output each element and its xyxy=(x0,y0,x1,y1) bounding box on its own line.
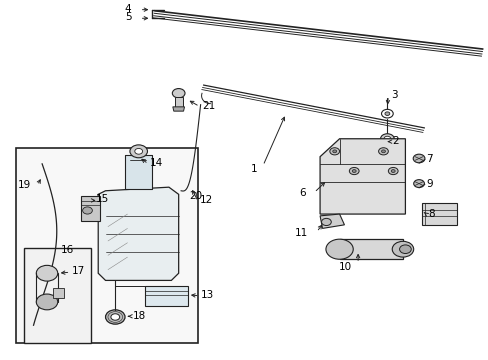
Circle shape xyxy=(383,136,390,141)
Circle shape xyxy=(387,167,397,175)
Bar xyxy=(174,97,182,107)
Text: 2: 2 xyxy=(392,136,399,145)
Text: 11: 11 xyxy=(294,228,307,238)
Text: 3: 3 xyxy=(390,90,397,100)
Circle shape xyxy=(36,265,58,281)
Text: 19: 19 xyxy=(18,180,31,190)
Text: 17: 17 xyxy=(72,266,85,276)
Circle shape xyxy=(111,314,120,320)
Text: 18: 18 xyxy=(132,311,145,320)
Polygon shape xyxy=(320,139,405,214)
Circle shape xyxy=(321,219,330,226)
Circle shape xyxy=(390,170,394,172)
Circle shape xyxy=(105,310,125,324)
Text: 12: 12 xyxy=(199,195,212,205)
Bar xyxy=(339,239,402,259)
Circle shape xyxy=(412,154,424,163)
Circle shape xyxy=(329,148,339,155)
Circle shape xyxy=(332,150,336,153)
Circle shape xyxy=(130,145,147,158)
Text: 1: 1 xyxy=(250,163,257,174)
Circle shape xyxy=(399,245,410,253)
Text: 13: 13 xyxy=(200,291,213,301)
Text: 6: 6 xyxy=(298,188,305,198)
Circle shape xyxy=(351,170,355,172)
Circle shape xyxy=(135,148,142,154)
Bar xyxy=(144,286,188,306)
Bar xyxy=(125,155,152,189)
Polygon shape xyxy=(172,107,184,111)
Circle shape xyxy=(391,241,413,257)
Text: 7: 7 xyxy=(426,154,432,164)
Text: 4: 4 xyxy=(124,4,131,14)
Circle shape xyxy=(413,180,424,188)
Bar xyxy=(16,148,198,343)
Circle shape xyxy=(36,294,58,310)
Circle shape xyxy=(384,112,389,116)
Text: 21: 21 xyxy=(202,101,215,111)
Circle shape xyxy=(348,167,358,175)
Text: 15: 15 xyxy=(96,194,109,204)
Text: 9: 9 xyxy=(426,179,432,189)
Polygon shape xyxy=(320,214,344,228)
Text: 14: 14 xyxy=(149,158,163,168)
Circle shape xyxy=(172,89,184,98)
Text: 8: 8 xyxy=(427,209,433,219)
Bar xyxy=(53,288,63,298)
Circle shape xyxy=(325,239,352,259)
Circle shape xyxy=(381,150,385,153)
Text: 16: 16 xyxy=(61,245,74,255)
Polygon shape xyxy=(98,187,178,280)
Polygon shape xyxy=(422,203,456,225)
Text: 20: 20 xyxy=(188,191,202,201)
Circle shape xyxy=(380,134,393,144)
Text: 10: 10 xyxy=(338,262,351,272)
Text: 5: 5 xyxy=(124,12,131,22)
Bar xyxy=(24,248,91,343)
Circle shape xyxy=(378,148,387,155)
Bar xyxy=(81,196,100,221)
Circle shape xyxy=(82,207,92,214)
Circle shape xyxy=(381,109,392,118)
